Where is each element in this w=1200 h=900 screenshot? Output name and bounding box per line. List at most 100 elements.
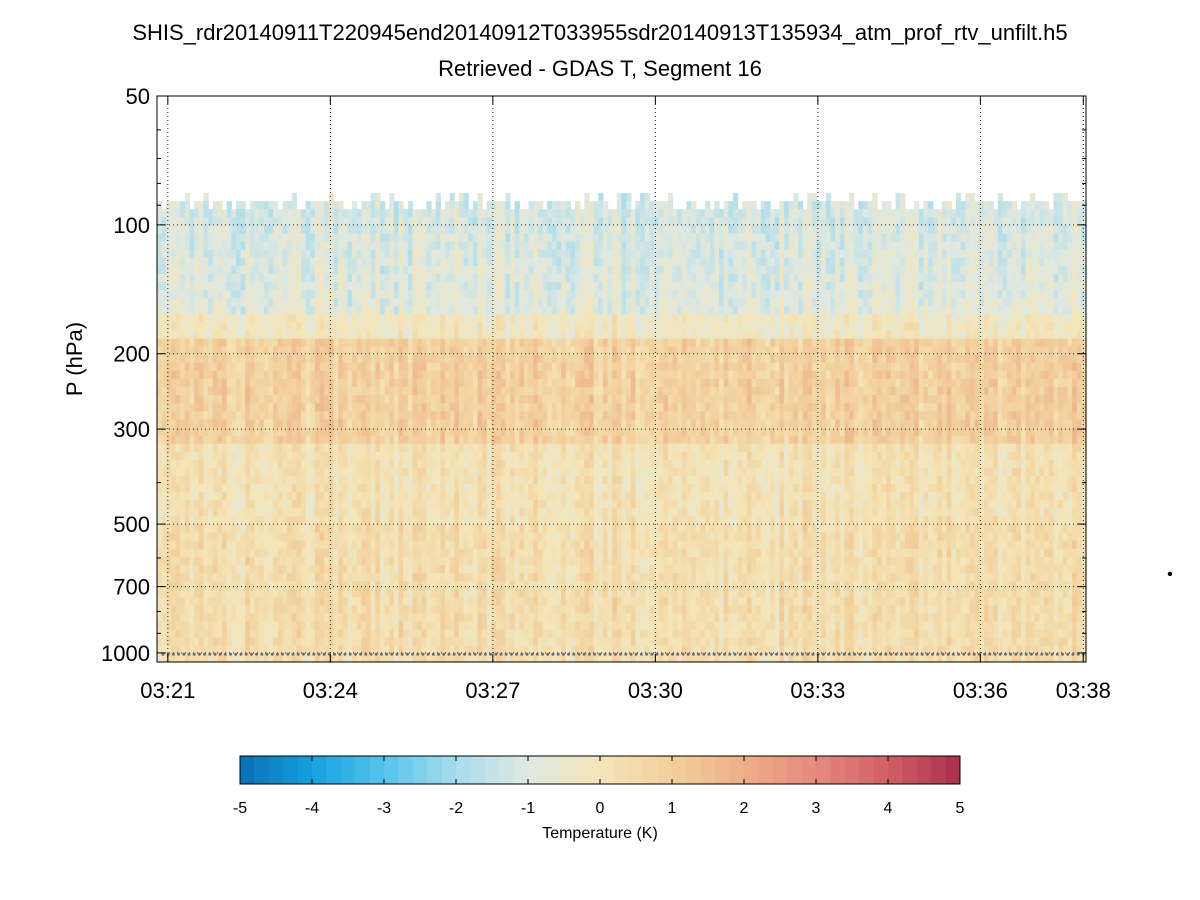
heatmap-cell <box>249 322 256 332</box>
heatmap-cell <box>305 290 311 299</box>
heatmap-cell <box>458 281 465 291</box>
heatmap-cell <box>180 484 186 493</box>
heatmap-cell <box>310 290 316 299</box>
heatmap-cell <box>551 637 558 647</box>
heatmap-cell <box>194 484 200 493</box>
heatmap-cell <box>310 330 316 340</box>
heatmap-cell <box>180 290 186 299</box>
heatmap-cell <box>547 217 553 226</box>
heatmap-cell <box>263 290 270 299</box>
heatmap-cell <box>245 476 251 485</box>
heatmap-cell <box>324 233 330 243</box>
heatmap-cell <box>175 281 181 291</box>
heatmap-cell <box>454 209 460 218</box>
heatmap-cell <box>352 524 358 534</box>
heatmap-cell <box>175 516 181 526</box>
heatmap-cell <box>310 209 316 218</box>
heatmap-cell <box>161 330 167 340</box>
heatmap-cell <box>263 467 270 477</box>
heatmap-cell <box>421 492 427 501</box>
heatmap-cell <box>189 540 195 550</box>
heatmap-cell <box>273 605 279 615</box>
heatmap-cell <box>393 362 400 372</box>
heatmap-cell <box>287 484 293 493</box>
heatmap-cell <box>421 257 427 267</box>
heatmap-cell <box>551 362 558 372</box>
heatmap-cell <box>222 476 228 485</box>
heatmap-cell <box>551 564 558 574</box>
heatmap-cell <box>417 637 423 647</box>
heatmap-cell <box>277 621 284 631</box>
heatmap-cell <box>417 338 423 348</box>
heatmap-cell <box>366 354 372 364</box>
heatmap-cell <box>347 508 353 518</box>
heatmap-cell <box>389 306 395 315</box>
heatmap-cell <box>486 257 493 267</box>
heatmap-cell <box>217 556 223 566</box>
heatmap-cell <box>537 330 544 340</box>
heatmap-cell <box>212 306 218 315</box>
heatmap-cell <box>547 201 553 210</box>
heatmap-cell <box>417 314 423 323</box>
heatmap-cell <box>282 265 288 275</box>
heatmap-cell <box>166 516 172 526</box>
heatmap-cell <box>491 346 497 356</box>
heatmap-cell <box>514 581 520 590</box>
heatmap-cell <box>426 314 432 323</box>
heatmap-cell <box>198 443 205 453</box>
heatmap-cell <box>157 548 163 558</box>
heatmap-cell <box>342 540 349 550</box>
heatmap-cell <box>347 257 353 267</box>
heatmap-cell <box>431 265 437 275</box>
heatmap-cell <box>482 524 488 534</box>
heatmap-cell <box>231 411 237 421</box>
heatmap-cell <box>375 613 381 623</box>
heatmap-cell <box>496 613 502 623</box>
heatmap-cell <box>384 306 390 315</box>
heatmap-cell <box>189 581 195 590</box>
heatmap-cell <box>324 427 330 437</box>
heatmap-cell <box>198 597 205 606</box>
heatmap-cell <box>440 467 446 477</box>
heatmap-cell <box>277 257 284 267</box>
heatmap-cell <box>212 492 218 501</box>
heatmap-cell <box>203 508 209 518</box>
heatmap-cell <box>184 540 191 550</box>
heatmap-cell <box>198 581 205 590</box>
heatmap-cell <box>496 564 502 574</box>
heatmap-cell <box>533 532 539 542</box>
heatmap-cell <box>208 621 214 631</box>
heatmap-cell <box>254 613 260 623</box>
heatmap-cell <box>301 532 307 542</box>
heatmap-cell <box>342 524 349 534</box>
heatmap-cell <box>366 653 372 663</box>
heatmap-cell <box>370 581 376 590</box>
heatmap-cell <box>324 403 330 412</box>
heatmap-cell <box>263 621 270 631</box>
heatmap-cell <box>393 653 400 663</box>
heatmap-cell <box>184 370 191 380</box>
heatmap-cell <box>379 548 386 558</box>
heatmap-cell <box>198 484 205 493</box>
heatmap-cell <box>393 370 400 380</box>
heatmap-cell <box>505 395 511 404</box>
heatmap-cell <box>486 629 493 639</box>
heatmap-cell <box>519 249 525 259</box>
heatmap-cell <box>417 354 423 364</box>
heatmap-cell <box>268 370 274 380</box>
heatmap-cell <box>305 403 311 412</box>
heatmap-cell <box>245 411 251 421</box>
heatmap-cell <box>366 532 372 542</box>
heatmap-cell <box>523 249 530 259</box>
heatmap-cell <box>384 500 390 509</box>
heatmap-cell <box>170 225 177 235</box>
heatmap-cell <box>542 516 548 526</box>
heatmap-cell <box>366 597 372 606</box>
heatmap-cell <box>296 621 302 631</box>
heatmap-cell <box>375 573 381 582</box>
heatmap-cell <box>403 467 409 477</box>
heatmap-cell <box>505 629 511 639</box>
heatmap-cell <box>347 209 353 218</box>
heatmap-cell <box>375 516 381 526</box>
heatmap-cell <box>533 581 539 590</box>
